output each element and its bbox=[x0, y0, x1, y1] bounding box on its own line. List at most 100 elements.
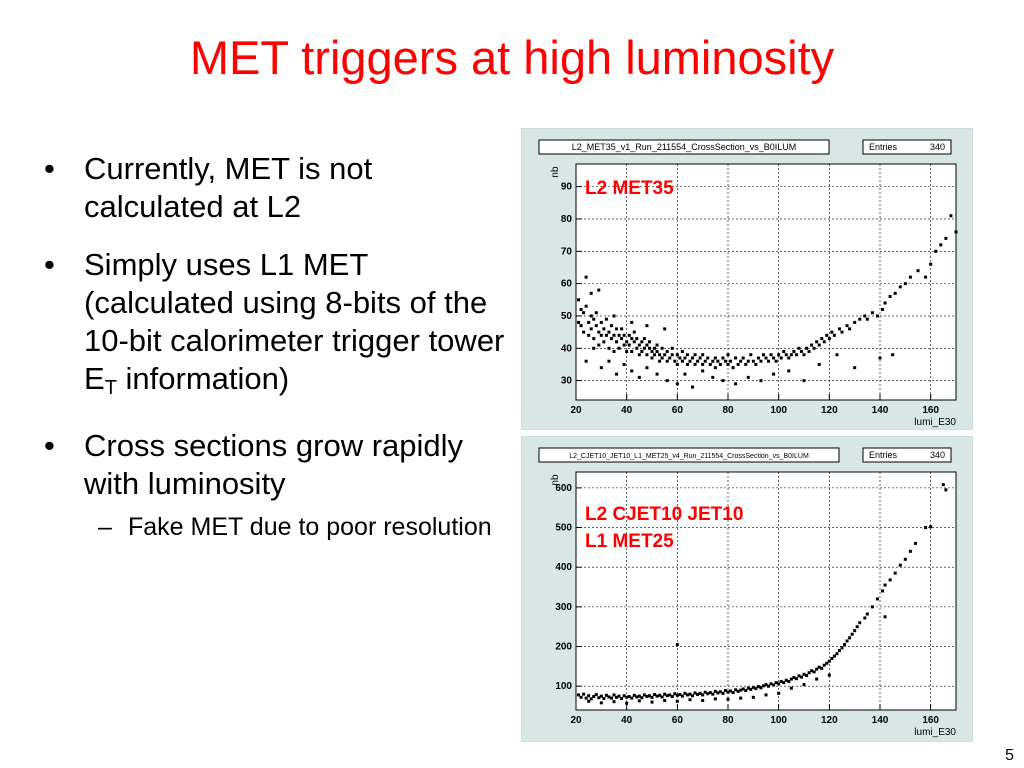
data-point bbox=[939, 243, 943, 247]
data-point bbox=[767, 684, 771, 688]
bullet-subscript: T bbox=[104, 377, 117, 399]
y-tick-label: 50 bbox=[561, 311, 573, 322]
data-point bbox=[815, 677, 819, 681]
data-point bbox=[592, 346, 596, 350]
data-point bbox=[688, 698, 692, 702]
data-point bbox=[863, 314, 867, 318]
data-point bbox=[744, 689, 748, 693]
data-point bbox=[701, 362, 705, 366]
data-point bbox=[604, 333, 608, 337]
data-point bbox=[685, 693, 689, 697]
y-tick-label: 90 bbox=[561, 182, 573, 193]
chart-title: L2_CJET10_JET10_L1_MET25_v4_Run_211554_C… bbox=[569, 453, 809, 460]
data-point bbox=[734, 688, 738, 692]
data-point bbox=[805, 673, 809, 677]
data-point bbox=[817, 362, 821, 366]
data-point bbox=[604, 693, 608, 697]
data-point bbox=[815, 667, 819, 671]
data-point bbox=[680, 359, 684, 363]
data-point bbox=[903, 282, 907, 286]
data-point bbox=[579, 695, 583, 699]
data-point bbox=[827, 673, 831, 677]
data-point bbox=[645, 343, 649, 347]
data-point bbox=[929, 525, 933, 529]
data-point bbox=[653, 353, 657, 357]
data-point bbox=[777, 691, 781, 695]
data-point bbox=[663, 353, 667, 357]
data-point bbox=[615, 327, 619, 331]
data-point bbox=[587, 333, 591, 337]
data-point bbox=[673, 359, 677, 363]
data-point bbox=[645, 366, 649, 370]
data-point bbox=[642, 337, 646, 341]
data-point bbox=[924, 275, 928, 279]
data-point bbox=[597, 288, 601, 292]
y-tick-label: 200 bbox=[555, 642, 572, 653]
x-tick-label: 120 bbox=[821, 405, 838, 416]
data-point bbox=[599, 701, 603, 705]
data-point bbox=[627, 343, 631, 347]
data-point bbox=[683, 372, 687, 376]
data-point bbox=[726, 697, 730, 701]
data-point bbox=[683, 691, 687, 695]
data-point bbox=[645, 353, 649, 357]
data-point bbox=[584, 696, 588, 700]
data-point bbox=[622, 333, 626, 337]
bullet-text-tail: information) bbox=[125, 361, 290, 396]
y-tick-label: 60 bbox=[561, 279, 573, 290]
data-point bbox=[774, 681, 778, 685]
data-point bbox=[726, 353, 730, 357]
data-point bbox=[640, 340, 644, 344]
data-point bbox=[850, 632, 854, 636]
data-point bbox=[802, 353, 806, 357]
data-point bbox=[683, 356, 687, 360]
data-point bbox=[582, 311, 586, 315]
data-point bbox=[625, 340, 629, 344]
data-point bbox=[587, 320, 591, 324]
data-point bbox=[698, 691, 702, 695]
data-point bbox=[675, 699, 679, 703]
y-tick-label: 400 bbox=[555, 562, 572, 573]
data-point bbox=[632, 693, 636, 697]
data-point bbox=[584, 359, 588, 363]
data-point bbox=[908, 549, 912, 553]
data-point bbox=[817, 343, 821, 347]
data-point bbox=[759, 359, 763, 363]
data-point bbox=[789, 677, 793, 681]
data-point bbox=[663, 327, 667, 331]
data-point bbox=[779, 679, 783, 683]
data-point bbox=[685, 353, 689, 357]
data-point bbox=[761, 353, 765, 357]
data-point bbox=[703, 690, 707, 694]
data-point bbox=[592, 317, 596, 321]
data-point bbox=[597, 330, 601, 334]
data-point bbox=[726, 362, 730, 366]
data-point bbox=[810, 343, 814, 347]
data-point bbox=[599, 366, 603, 370]
data-point bbox=[609, 696, 613, 700]
stats-value: 340 bbox=[930, 450, 945, 460]
data-point bbox=[693, 353, 697, 357]
data-point bbox=[759, 686, 763, 690]
y-tick-label: 70 bbox=[561, 246, 573, 257]
data-point bbox=[607, 695, 611, 699]
data-point bbox=[711, 359, 715, 363]
data-point bbox=[658, 693, 662, 697]
data-point bbox=[637, 343, 641, 347]
data-point bbox=[944, 488, 948, 492]
data-point bbox=[718, 690, 722, 694]
data-point bbox=[810, 669, 814, 673]
sub-bullet-item: – Fake MET due to poor resolution bbox=[40, 511, 520, 543]
data-point bbox=[678, 693, 682, 697]
sub-bullet-dash: – bbox=[98, 513, 112, 541]
data-point bbox=[688, 359, 692, 363]
data-point bbox=[609, 337, 613, 341]
data-point bbox=[584, 275, 588, 279]
x-tick-label: 160 bbox=[922, 405, 939, 416]
data-point bbox=[615, 695, 619, 699]
data-point bbox=[759, 379, 763, 383]
data-point bbox=[863, 616, 867, 620]
data-point bbox=[888, 578, 892, 582]
data-point bbox=[875, 314, 879, 318]
y-tick-label: 100 bbox=[555, 681, 572, 692]
